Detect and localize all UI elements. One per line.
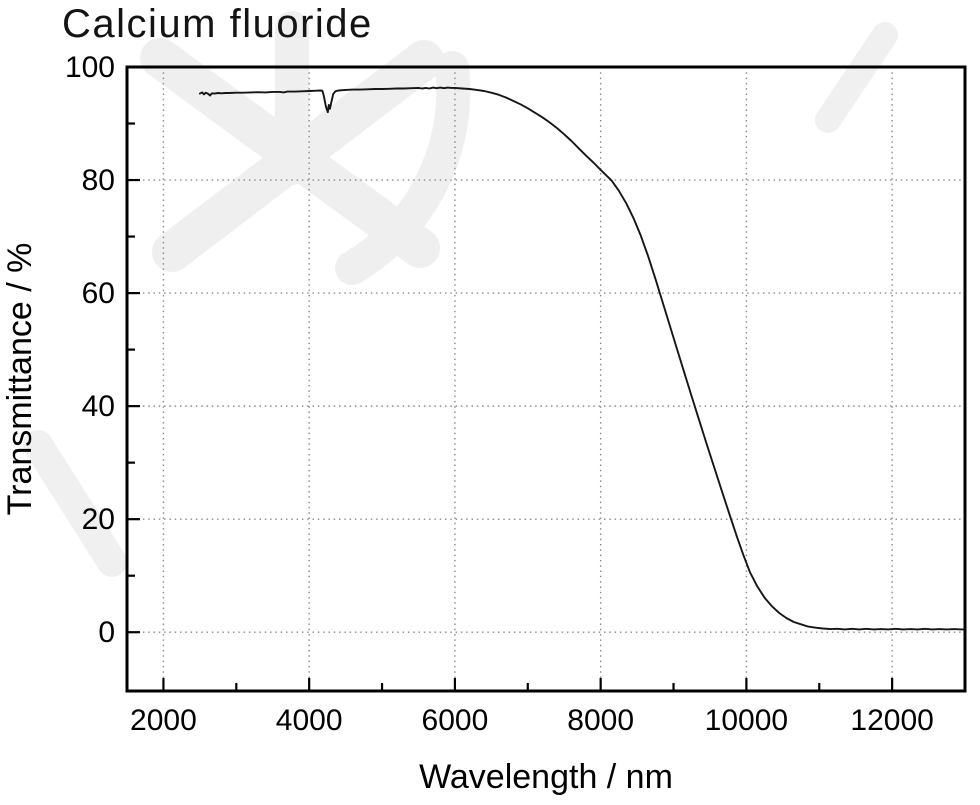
x-tick-label: 10000 [705,704,788,737]
y-tick-label: 80 [82,164,115,197]
watermark-stroke [152,40,444,272]
x-tick-label: 6000 [422,704,489,737]
y-tick-label: 20 [82,503,115,536]
gridlines [127,67,965,691]
x-tick-label: 8000 [567,704,634,737]
axis-tick-labels: 2000 4000 6000 8000 10000 12000 0 20 40 60 80 100 [65,51,934,737]
y-tick-label: 100 [65,51,115,84]
axis-ticks [127,65,894,691]
y-tick-label: 0 [98,616,115,649]
x-tick-label: 4000 [276,704,343,737]
y-tick-label: 60 [82,277,115,310]
watermark-stroke [23,430,127,577]
caf2-transmittance-curve [198,86,966,631]
watermark-stroke [335,51,471,285]
y-axis-title: Transmittance / % [1,243,39,516]
chart-title: Calcium fluoride [62,2,373,46]
watermark-stroke [815,22,898,133]
x-tick-label: 12000 [850,704,933,737]
plot-frame [125,65,967,693]
x-axis-title: Wavelength / nm [419,758,673,796]
watermark-logo [23,11,898,577]
watermark-stroke [140,38,440,268]
x-tick-label: 2000 [130,704,197,737]
y-tick-label: 40 [82,390,115,423]
